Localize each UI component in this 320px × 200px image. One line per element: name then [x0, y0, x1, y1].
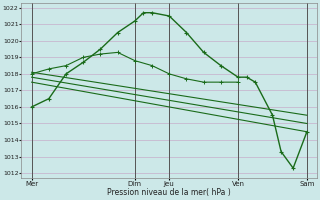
X-axis label: Pression niveau de la mer( hPa ): Pression niveau de la mer( hPa )	[108, 188, 231, 197]
